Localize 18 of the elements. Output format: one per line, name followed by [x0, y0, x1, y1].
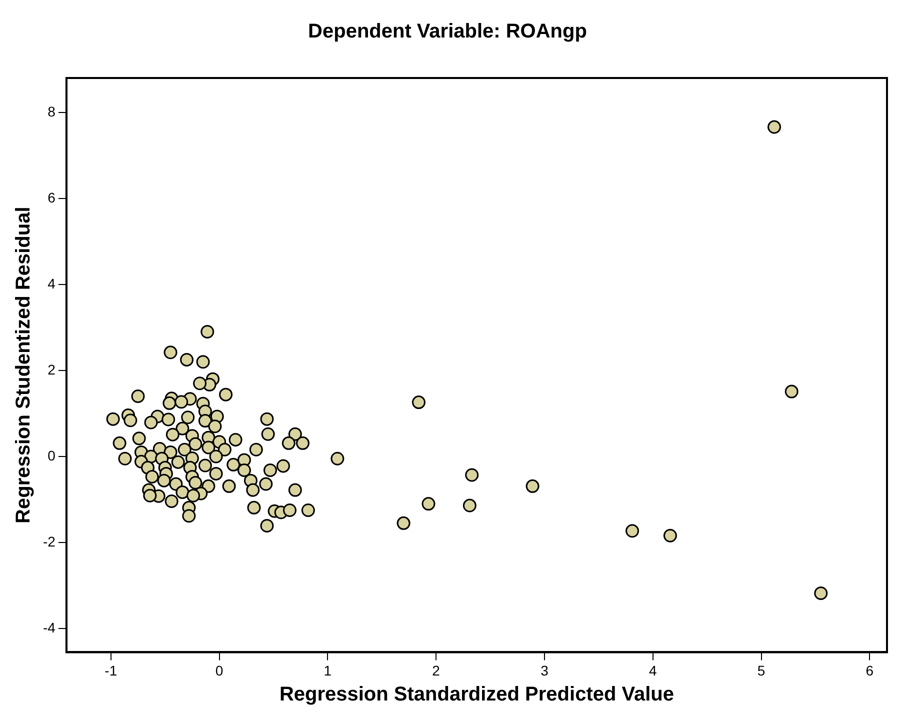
x-tick-label: 5 [757, 662, 766, 678]
x-tick-label: 2 [432, 662, 440, 678]
y-tick-label: 8 [48, 103, 56, 120]
x-tick-label: -1 [104, 662, 118, 678]
y-tick-label: 2 [48, 361, 56, 378]
y-tick-label: -2 [42, 533, 56, 550]
y-tick-label: -4 [42, 619, 56, 636]
y-axis-title: Regression Studentized Residual [12, 206, 35, 524]
y-tick-label: 4 [48, 275, 56, 292]
x-tick-label: 1 [324, 662, 332, 678]
chart-title: Dependent Variable: ROAngp [308, 20, 587, 43]
y-tick-label: 0 [48, 447, 56, 464]
x-axis-title: Regression Standardized Predicted Value [279, 684, 674, 706]
x-tick-label: 3 [540, 662, 549, 678]
x-tick-label: 0 [215, 662, 224, 678]
x-tick-label: 4 [648, 662, 657, 678]
x-tick-label: 6 [866, 662, 874, 678]
y-tick-label: 6 [48, 189, 56, 206]
